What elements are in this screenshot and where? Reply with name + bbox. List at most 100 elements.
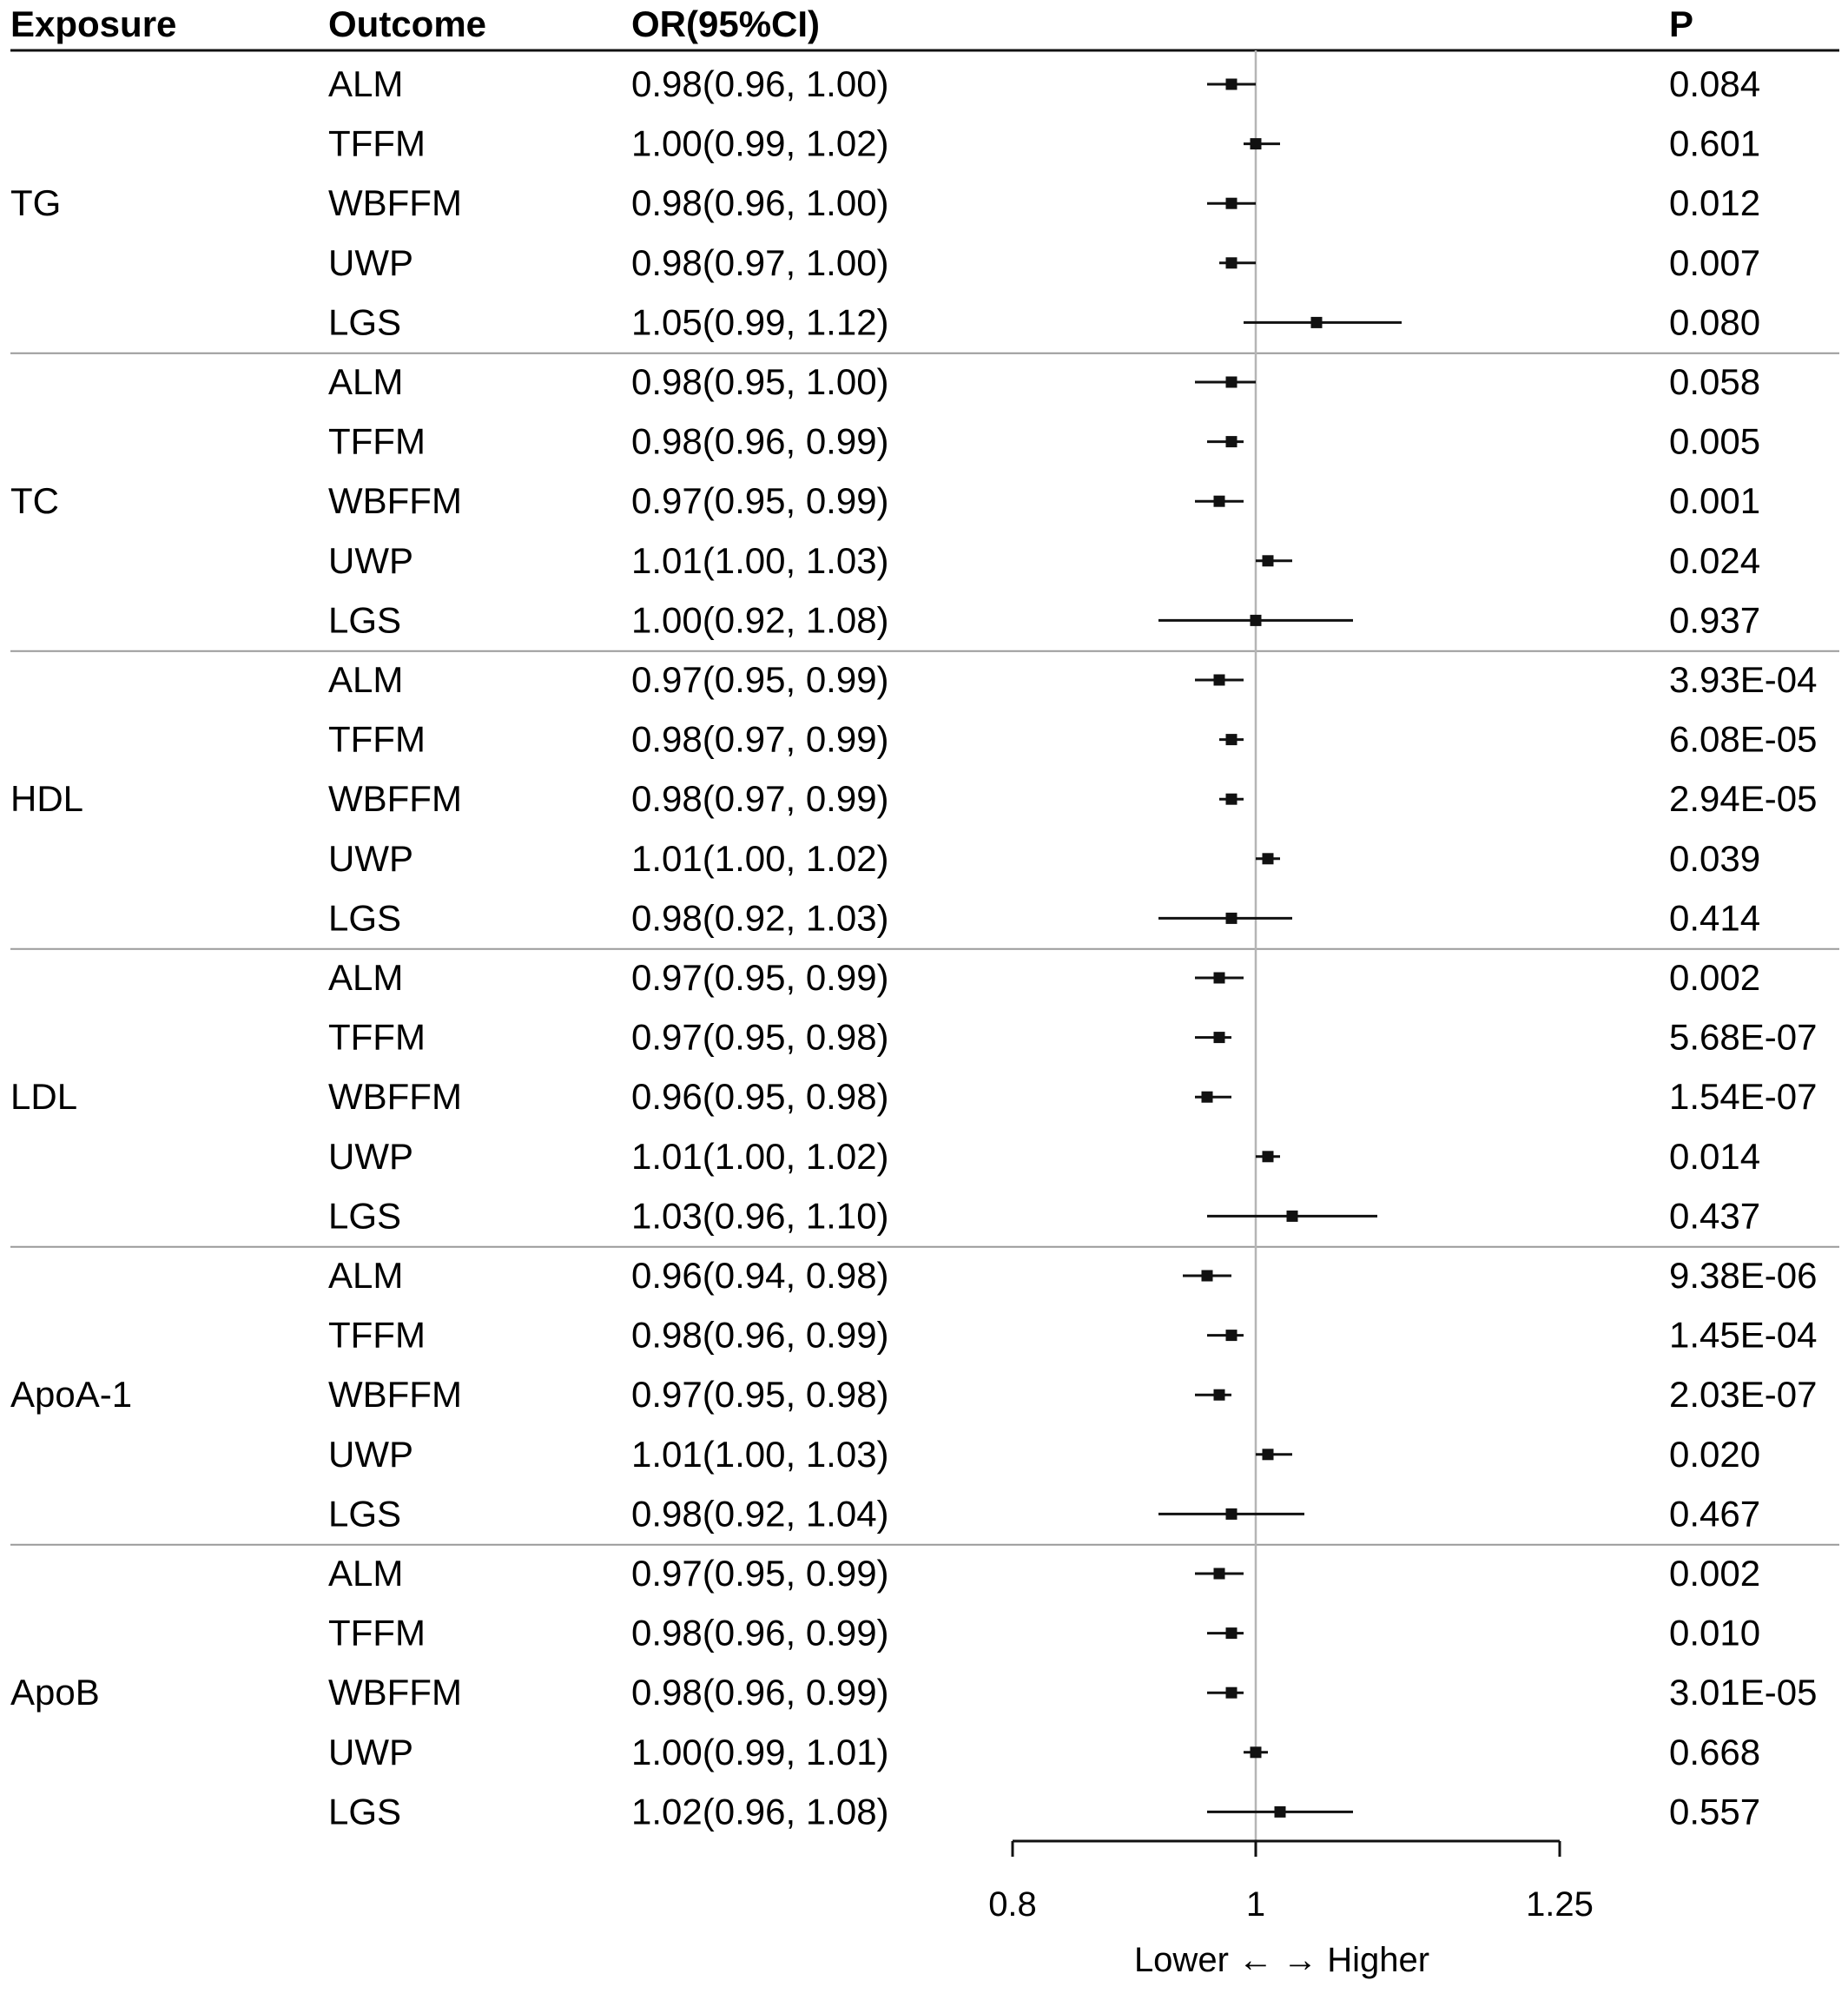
outcome-label: UWP <box>328 1434 413 1475</box>
point-estimate <box>1225 78 1238 90</box>
exposure-label: LDL <box>10 1076 77 1117</box>
outcome-label: WBFFM <box>328 1374 462 1415</box>
or-ci-value: 1.01(1.00, 1.03) <box>631 1434 889 1475</box>
point-estimate <box>1201 1270 1213 1282</box>
exposure-label: HDL <box>10 778 83 819</box>
p-value: 0.002 <box>1669 957 1760 998</box>
x-tick-label: 0.8 <box>988 1885 1037 1924</box>
outcome-label: TFFM <box>328 719 426 760</box>
or-ci-value: 0.98(0.92, 1.04) <box>631 1493 889 1534</box>
p-value: 0.020 <box>1669 1434 1760 1475</box>
point-estimate <box>1225 1508 1238 1520</box>
p-value: 0.012 <box>1669 182 1760 223</box>
point-estimate <box>1250 1746 1262 1759</box>
outcome-label: ALM <box>328 361 403 402</box>
point-estimate <box>1225 1330 1238 1342</box>
outcome-label: LGS <box>328 599 401 640</box>
p-value: 0.467 <box>1669 1493 1760 1534</box>
point-estimate <box>1262 555 1274 567</box>
outcome-label: LGS <box>328 301 401 342</box>
outcome-label: TFFM <box>328 123 426 164</box>
table-row: WBFFM 0.98(0.97, 0.99) 2.94E-05 <box>328 778 1817 819</box>
or-ci-value: 0.98(0.95, 1.00) <box>631 361 889 402</box>
table-row: LGS 0.98(0.92, 1.04) 0.467 <box>328 1493 1760 1534</box>
p-value: 0.001 <box>1669 480 1760 521</box>
outcome-label: LGS <box>328 897 401 938</box>
or-ci-value: 0.98(0.96, 0.99) <box>631 421 889 462</box>
outcome-label: UWP <box>328 1732 413 1772</box>
p-value: 2.94E-05 <box>1669 778 1817 819</box>
p-value: 5.68E-07 <box>1669 1017 1817 1058</box>
table-row: WBFFM 0.98(0.96, 1.00) 0.012 <box>328 182 1760 223</box>
or-ci-value: 1.02(0.96, 1.08) <box>631 1791 889 1832</box>
or-ci-value: 0.97(0.95, 0.98) <box>631 1374 889 1415</box>
or-ci-value: 0.98(0.96, 1.00) <box>631 182 889 223</box>
or-ci-value: 1.05(0.99, 1.12) <box>631 301 889 342</box>
table-row: UWP 1.00(0.99, 1.01) 0.668 <box>328 1732 1760 1772</box>
exposure-label: ApoB <box>10 1672 100 1713</box>
header-outcome: Outcome <box>328 3 486 44</box>
p-value: 3.93E-04 <box>1669 659 1817 700</box>
point-estimate <box>1225 376 1238 388</box>
table-row: ALM 0.97(0.95, 0.99) 3.93E-04 <box>328 659 1817 700</box>
header-p: P <box>1669 3 1693 44</box>
point-estimate <box>1225 793 1238 805</box>
table-row: WBFFM 0.98(0.96, 0.99) 3.01E-05 <box>328 1672 1817 1713</box>
point-estimate <box>1201 1091 1213 1103</box>
table-row: LGS 1.03(0.96, 1.10) 0.437 <box>328 1195 1760 1236</box>
point-estimate <box>1225 912 1238 924</box>
point-estimate <box>1262 1449 1274 1461</box>
outcome-label: TFFM <box>328 1017 426 1058</box>
table-row: ALM 0.98(0.96, 1.00) 0.084 <box>328 63 1760 104</box>
p-value: 0.414 <box>1669 897 1760 938</box>
outcome-label: UWP <box>328 1136 413 1177</box>
p-value: 0.024 <box>1669 540 1760 581</box>
p-value: 3.01E-05 <box>1669 1672 1817 1713</box>
exposure-label: TG <box>10 182 61 223</box>
table-row: ALM 0.96(0.94, 0.98) 9.38E-06 <box>328 1255 1817 1296</box>
table-row: TFFM 1.00(0.99, 1.02) 0.601 <box>328 123 1760 164</box>
point-estimate <box>1213 674 1225 686</box>
p-value: 0.668 <box>1669 1732 1760 1772</box>
p-value: 0.937 <box>1669 599 1760 640</box>
point-estimate <box>1213 1032 1225 1044</box>
p-value: 0.601 <box>1669 123 1760 164</box>
point-estimate <box>1225 734 1238 746</box>
outcome-label: UWP <box>328 242 413 283</box>
table-row: LGS 1.02(0.96, 1.08) 0.557 <box>328 1791 1760 1832</box>
table-row: TFFM 0.98(0.97, 0.99) 6.08E-05 <box>328 719 1817 760</box>
or-ci-value: 0.98(0.92, 1.03) <box>631 897 889 938</box>
table-row: UWP 1.01(1.00, 1.02) 0.039 <box>328 838 1760 879</box>
p-value: 6.08E-05 <box>1669 719 1817 760</box>
p-value: 0.058 <box>1669 361 1760 402</box>
table-row: LGS 1.05(0.99, 1.12) 0.080 <box>328 301 1760 342</box>
point-estimate <box>1262 1151 1274 1163</box>
outcome-label: LGS <box>328 1493 401 1534</box>
or-ci-value: 0.98(0.96, 1.00) <box>631 63 889 104</box>
p-value: 0.039 <box>1669 838 1760 879</box>
exposure-label: ApoA-1 <box>10 1374 132 1415</box>
p-value: 1.54E-07 <box>1669 1076 1817 1117</box>
header-exposure: Exposure <box>10 3 176 44</box>
table-row: WBFFM 0.97(0.95, 0.99) 0.001 <box>328 480 1760 521</box>
point-estimate <box>1225 197 1238 209</box>
p-value: 0.557 <box>1669 1791 1760 1832</box>
p-value: 0.002 <box>1669 1553 1760 1594</box>
p-value: 0.437 <box>1669 1195 1760 1236</box>
outcome-label: ALM <box>328 1255 403 1296</box>
exposure-group: LDL ALM 0.97(0.95, 0.99) 0.002 TFFM 0.97(0.95… <box>10 947 1839 1236</box>
outcome-label: TFFM <box>328 421 426 462</box>
or-ci-value: 0.97(0.95, 0.99) <box>631 659 889 700</box>
x-axis-label: Lower ← → Higher <box>1134 1941 1429 1979</box>
point-estimate <box>1225 436 1238 448</box>
or-ci-value: 0.97(0.95, 0.99) <box>631 480 889 521</box>
outcome-label: WBFFM <box>328 1672 462 1713</box>
point-estimate <box>1225 1627 1238 1640</box>
point-estimate <box>1262 853 1274 865</box>
table-row: WBFFM 0.96(0.95, 0.98) 1.54E-07 <box>328 1076 1817 1117</box>
table-row: LGS 1.00(0.92, 1.08) 0.937 <box>328 599 1760 640</box>
table-row: ALM 0.97(0.95, 0.99) 0.002 <box>328 957 1760 998</box>
outcome-label: TFFM <box>328 1315 426 1356</box>
table-row: WBFFM 0.97(0.95, 0.98) 2.03E-07 <box>328 1374 1817 1415</box>
table-row: LGS 0.98(0.92, 1.03) 0.414 <box>328 897 1760 938</box>
